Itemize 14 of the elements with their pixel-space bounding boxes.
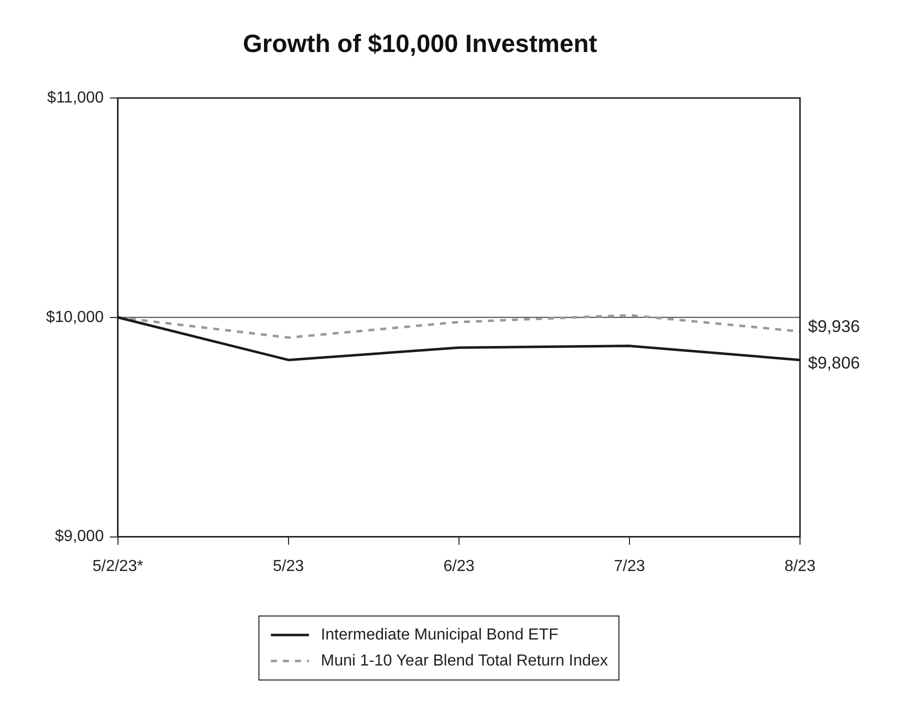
x-tick-label: 8/23 (784, 558, 816, 575)
y-tick-label: $9,000 (54, 528, 104, 546)
x-tick-label: 6/23 (443, 558, 475, 575)
chart-title: Growth of $10,000 Investment (242, 30, 598, 58)
x-tick-label: 5/2/23* (92, 558, 144, 575)
x-tick-label: 5/23 (272, 558, 304, 575)
legend-label: Intermediate Municipal Bond ETF (320, 626, 559, 644)
annotation: $9,806 (808, 354, 860, 373)
annotation: $9,936 (808, 317, 860, 336)
line-series (116, 314, 802, 339)
legend-label: Muni 1-10 Year Blend Total Return Index (320, 652, 608, 670)
y-tick-label: $10,000 (46, 308, 104, 326)
x-tick-label: 7/23 (614, 558, 646, 575)
y-tick-label: $11,000 (47, 89, 104, 106)
